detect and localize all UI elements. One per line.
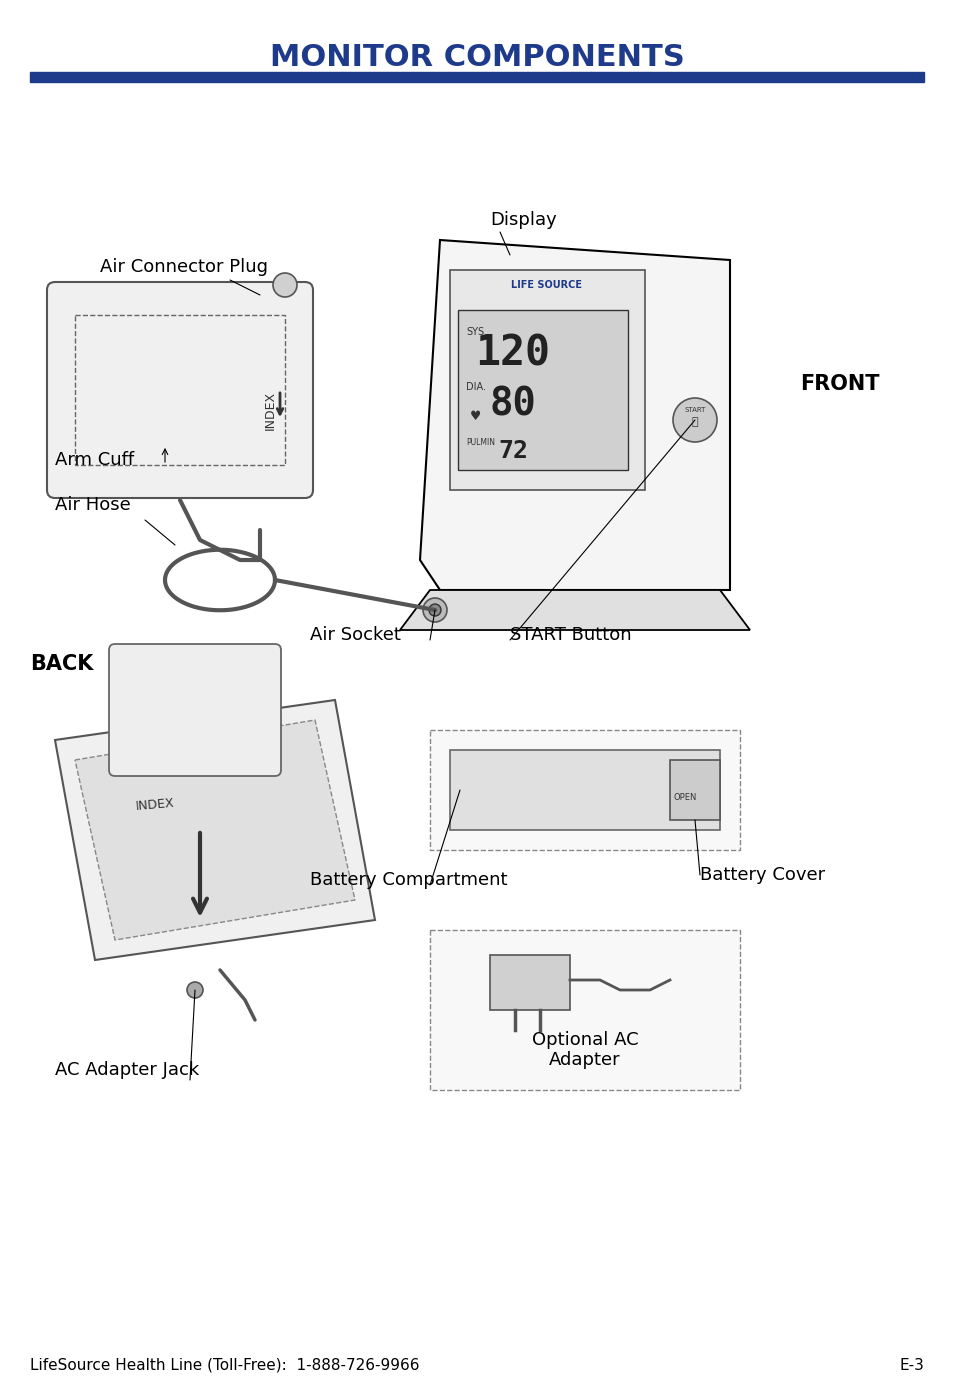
- Text: START: START: [683, 407, 705, 413]
- Bar: [450, 271, 644, 490]
- Text: LIFE SOURCE: LIFE SOURCE: [511, 280, 582, 290]
- Bar: [450, 751, 720, 830]
- Text: E-3: E-3: [898, 1357, 923, 1373]
- Text: ⏻: ⏻: [691, 417, 698, 427]
- Text: 120: 120: [475, 332, 550, 374]
- Text: Air Socket: Air Socket: [310, 626, 400, 644]
- Text: FRONT: FRONT: [800, 374, 879, 393]
- Text: INDEX: INDEX: [263, 391, 276, 430]
- Text: PULMIN: PULMIN: [465, 438, 495, 446]
- Circle shape: [422, 598, 447, 622]
- FancyBboxPatch shape: [47, 282, 313, 498]
- Text: OPEN: OPEN: [673, 792, 696, 802]
- Bar: [457, 310, 627, 470]
- Text: AC Adapter Jack: AC Adapter Jack: [55, 1062, 199, 1078]
- Bar: [30, 73, 923, 82]
- Text: Air Hose: Air Hose: [55, 497, 131, 513]
- Text: INDEX: INDEX: [134, 797, 174, 813]
- Text: Optional AC
Adapter: Optional AC Adapter: [531, 1031, 638, 1070]
- Text: Display: Display: [490, 211, 557, 229]
- Text: Battery Cover: Battery Cover: [700, 866, 824, 884]
- Bar: [75, 315, 285, 465]
- Text: START Button: START Button: [510, 626, 631, 644]
- Bar: [669, 760, 720, 820]
- FancyBboxPatch shape: [109, 644, 281, 776]
- Polygon shape: [55, 700, 375, 960]
- Circle shape: [672, 398, 717, 442]
- Text: Arm Cuff: Arm Cuff: [55, 451, 134, 469]
- Text: 80: 80: [489, 385, 536, 423]
- Polygon shape: [419, 240, 729, 590]
- Text: DIA.: DIA.: [465, 382, 485, 392]
- Text: ♥: ♥: [470, 410, 481, 423]
- Polygon shape: [75, 720, 355, 940]
- Text: Air Connector Plug: Air Connector Plug: [100, 258, 268, 276]
- Circle shape: [187, 982, 203, 997]
- Text: LifeSource Health Line (Toll-Free):  1-888-726-9966: LifeSource Health Line (Toll-Free): 1-88…: [30, 1357, 419, 1373]
- Polygon shape: [399, 590, 749, 631]
- Text: 72: 72: [497, 439, 527, 463]
- Text: Battery Compartment: Battery Compartment: [310, 870, 507, 889]
- Circle shape: [273, 273, 296, 297]
- Circle shape: [429, 604, 440, 617]
- Bar: [490, 956, 569, 1010]
- Text: BACK: BACK: [30, 654, 93, 674]
- Bar: [430, 930, 740, 1089]
- Text: MONITOR COMPONENTS: MONITOR COMPONENTS: [270, 43, 683, 73]
- Bar: [430, 730, 740, 850]
- Text: SYS.: SYS.: [465, 326, 487, 338]
